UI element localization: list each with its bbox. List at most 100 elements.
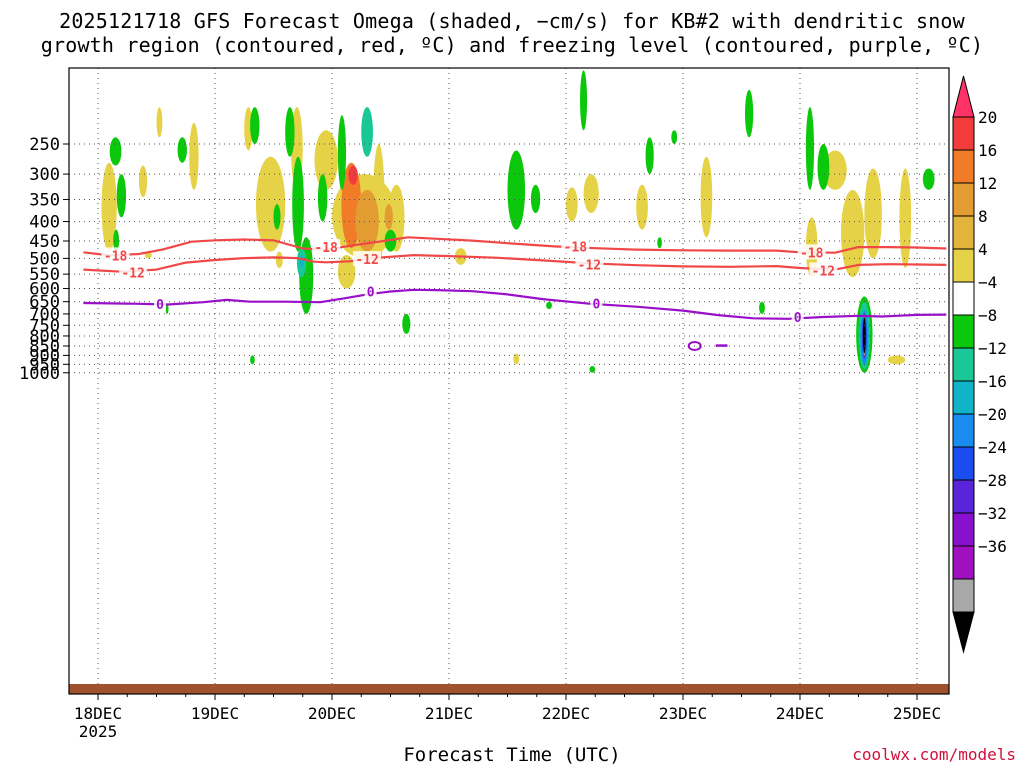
y-tick-label: 550 (29, 265, 60, 285)
y-tick-label: 1000 (19, 364, 60, 384)
contour-label-bg (154, 296, 167, 312)
y-tick-label: 350 (29, 191, 60, 211)
colorbar-label: −20 (978, 405, 1007, 424)
y-tick-label: 750 (29, 316, 60, 336)
y-tick-label: 900 (29, 346, 60, 366)
colorbar-label: 4 (978, 240, 988, 259)
contour-label-bg (590, 295, 603, 311)
omega-shade-patch (384, 204, 393, 230)
omega-shade-patch (275, 251, 283, 269)
omega-shade-patch (292, 156, 304, 252)
x-axis-title: Forecast Time (UTC) (403, 744, 621, 766)
contour-layer: -18 -18 -18 -18 -12 -12 -12 -12 0 0 0 0 (83, 236, 947, 351)
plot-area-background (69, 68, 949, 694)
omega-shade-patch (348, 165, 358, 185)
x-year-label: 2025 (79, 722, 118, 741)
omega-shade-patch (899, 168, 912, 269)
omega-shade-patch (823, 150, 847, 190)
contour-label-bg (312, 239, 341, 255)
contour-label: -12 (121, 267, 144, 282)
omega-shade-patch (513, 353, 520, 365)
colorbar-swatch (952, 149, 975, 184)
x-tick-label: 19DEC (191, 704, 239, 723)
colorbar-swatch (952, 479, 975, 514)
x-tick-label: 25DEC (893, 704, 941, 723)
omega-shade-patch (700, 156, 713, 238)
y-tick-label: 500 (29, 249, 60, 269)
colorbar-label: −32 (978, 504, 1007, 523)
y-tick-label: 700 (29, 305, 60, 325)
colorbar-label: 16 (978, 141, 997, 160)
omega-shade-patch (156, 107, 163, 138)
omega-shade-patch (645, 137, 654, 175)
colorbar-top-arrow (952, 75, 975, 118)
contour-label: 0 (794, 311, 802, 326)
omega-shade-patch (805, 107, 815, 190)
contour-label: -12 (812, 264, 835, 279)
contour-label: -18 (800, 246, 824, 261)
contour-line (83, 288, 947, 320)
omega-shading-layer (101, 70, 935, 373)
omega-shade-patch (759, 301, 765, 314)
colorbar-label: −28 (978, 471, 1007, 490)
omega-shade-patch (255, 156, 286, 252)
colorbar-label: 20 (978, 108, 997, 127)
x-tick-label: 23DEC (659, 704, 707, 723)
omega-shade-patch (840, 189, 865, 278)
contour-label-bg (119, 264, 148, 280)
colorbar-label: 12 (978, 174, 997, 193)
ground-surface-bar (69, 684, 949, 694)
omega-shade-patch (314, 130, 338, 190)
y-tick-label: 600 (29, 279, 60, 299)
omega-shade-patch (244, 107, 253, 151)
colorbar-swatch (952, 314, 975, 349)
omega-shade-patch (402, 313, 411, 334)
y-tick-label: 300 (29, 165, 60, 185)
credit-link[interactable]: coolwx.com/models (852, 745, 1016, 764)
omega-shade-patch (337, 115, 347, 190)
colorbar-swatch (952, 512, 975, 547)
omega-shade-patch (101, 162, 117, 252)
omega-shade-patch (580, 70, 588, 131)
colorbar-swatch (952, 347, 975, 382)
contour-label-bg (797, 244, 826, 260)
contour-label-bg (791, 308, 804, 324)
y-tick-label: 650 (29, 293, 60, 313)
omega-shade-patch (583, 174, 599, 214)
contour-label-bg (575, 256, 604, 272)
colorbar-swatch (952, 215, 975, 250)
omega-shade-patch (177, 137, 187, 163)
colorbar-label: −16 (978, 372, 1007, 391)
contour-label: -12 (578, 259, 601, 274)
colorbar-swatch (952, 116, 975, 151)
omega-shade-patch (530, 184, 541, 214)
colorbar-label: −36 (978, 537, 1007, 556)
omega-shade-patch (250, 355, 255, 365)
chart-title-line-1: 2025121718 GFS Forecast Omega (shaded, −… (59, 9, 965, 33)
omega-shade-patch (887, 355, 906, 365)
x-axis: 18DEC 19DEC 20DEC 21DEC 22DEC 23DEC 24DEC 25DEC… (74, 694, 941, 741)
x-tick-label: 22DEC (542, 704, 590, 723)
omega-shade-patch (507, 150, 526, 230)
omega-shade-patch (745, 89, 754, 138)
y-tick-label: 850 (29, 337, 60, 357)
omega-shade-patch (337, 255, 356, 289)
contour-label-bg (353, 251, 382, 267)
omega-shade-patch (250, 107, 260, 144)
colorbar-swatch (952, 380, 975, 415)
omega-shade-patch (355, 189, 379, 252)
y-tick-label: 400 (29, 213, 60, 233)
contour-label: -18 (314, 241, 338, 256)
contour-label-bg (364, 283, 377, 299)
omega-shade-patch (361, 107, 373, 157)
contour-label: -18 (564, 240, 588, 255)
omega-shade-patch (671, 130, 678, 144)
omega-shade-patch (636, 184, 648, 230)
colorbar-bottom-arrow (952, 611, 975, 654)
colorbar-label: −4 (978, 273, 997, 292)
chart-title-line-2: growth region (contoured, red, ºC) and f… (40, 33, 984, 57)
colorbar-label: −12 (978, 339, 1007, 358)
colorbar-label: −8 (978, 306, 997, 325)
x-tick-label: 24DEC (776, 704, 824, 723)
